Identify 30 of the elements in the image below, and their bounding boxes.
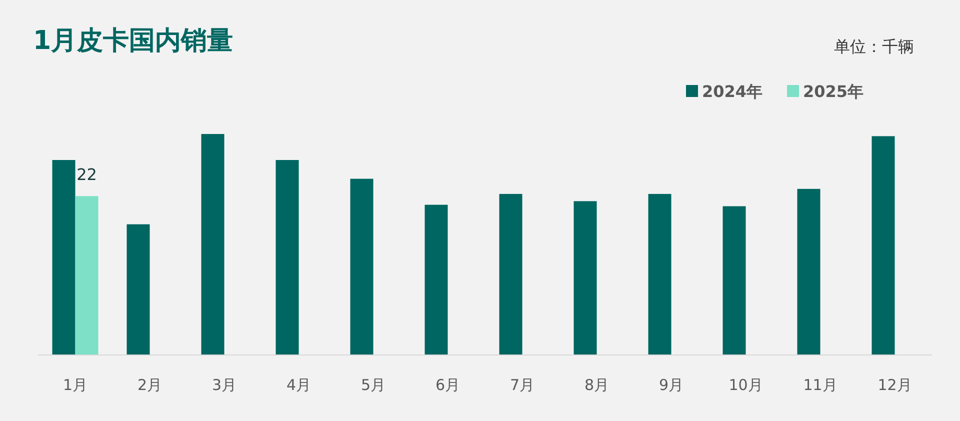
x-tick-label: 9月 — [658, 376, 684, 394]
bar — [75, 196, 98, 355]
legend-label: 2024年 — [702, 82, 763, 101]
bar — [52, 160, 76, 355]
x-tick-label: 3月 — [212, 376, 237, 394]
x-tick-label: 11月 — [803, 376, 838, 394]
bar — [201, 134, 224, 355]
bar — [648, 194, 672, 355]
bar — [126, 224, 150, 355]
x-tick-label: 2月 — [137, 376, 162, 394]
x-tick-label: 8月 — [584, 376, 610, 394]
text: 单位：千辆 — [834, 37, 914, 56]
bar — [797, 188, 820, 355]
x-tick-label: 6月 — [435, 376, 460, 394]
bar — [499, 194, 522, 355]
x-tick-label: 12月 — [878, 376, 912, 394]
bar — [276, 160, 299, 355]
bar — [574, 201, 597, 355]
bar — [722, 206, 746, 355]
bar — [350, 178, 374, 355]
x-tick-label: 4月 — [286, 376, 312, 394]
x-tick-label: 7月 — [510, 376, 535, 394]
legend-label: 2025年 — [803, 82, 864, 101]
bar — [424, 204, 448, 355]
x-tick-label: 5月 — [360, 376, 386, 394]
x-tick-label: 1月 — [62, 376, 88, 394]
chart-title: 1月皮卡国内销量 — [33, 26, 234, 56]
x-tick-label: 10月 — [728, 376, 763, 394]
data-label: 22 — [76, 165, 97, 184]
bar — [872, 136, 895, 355]
